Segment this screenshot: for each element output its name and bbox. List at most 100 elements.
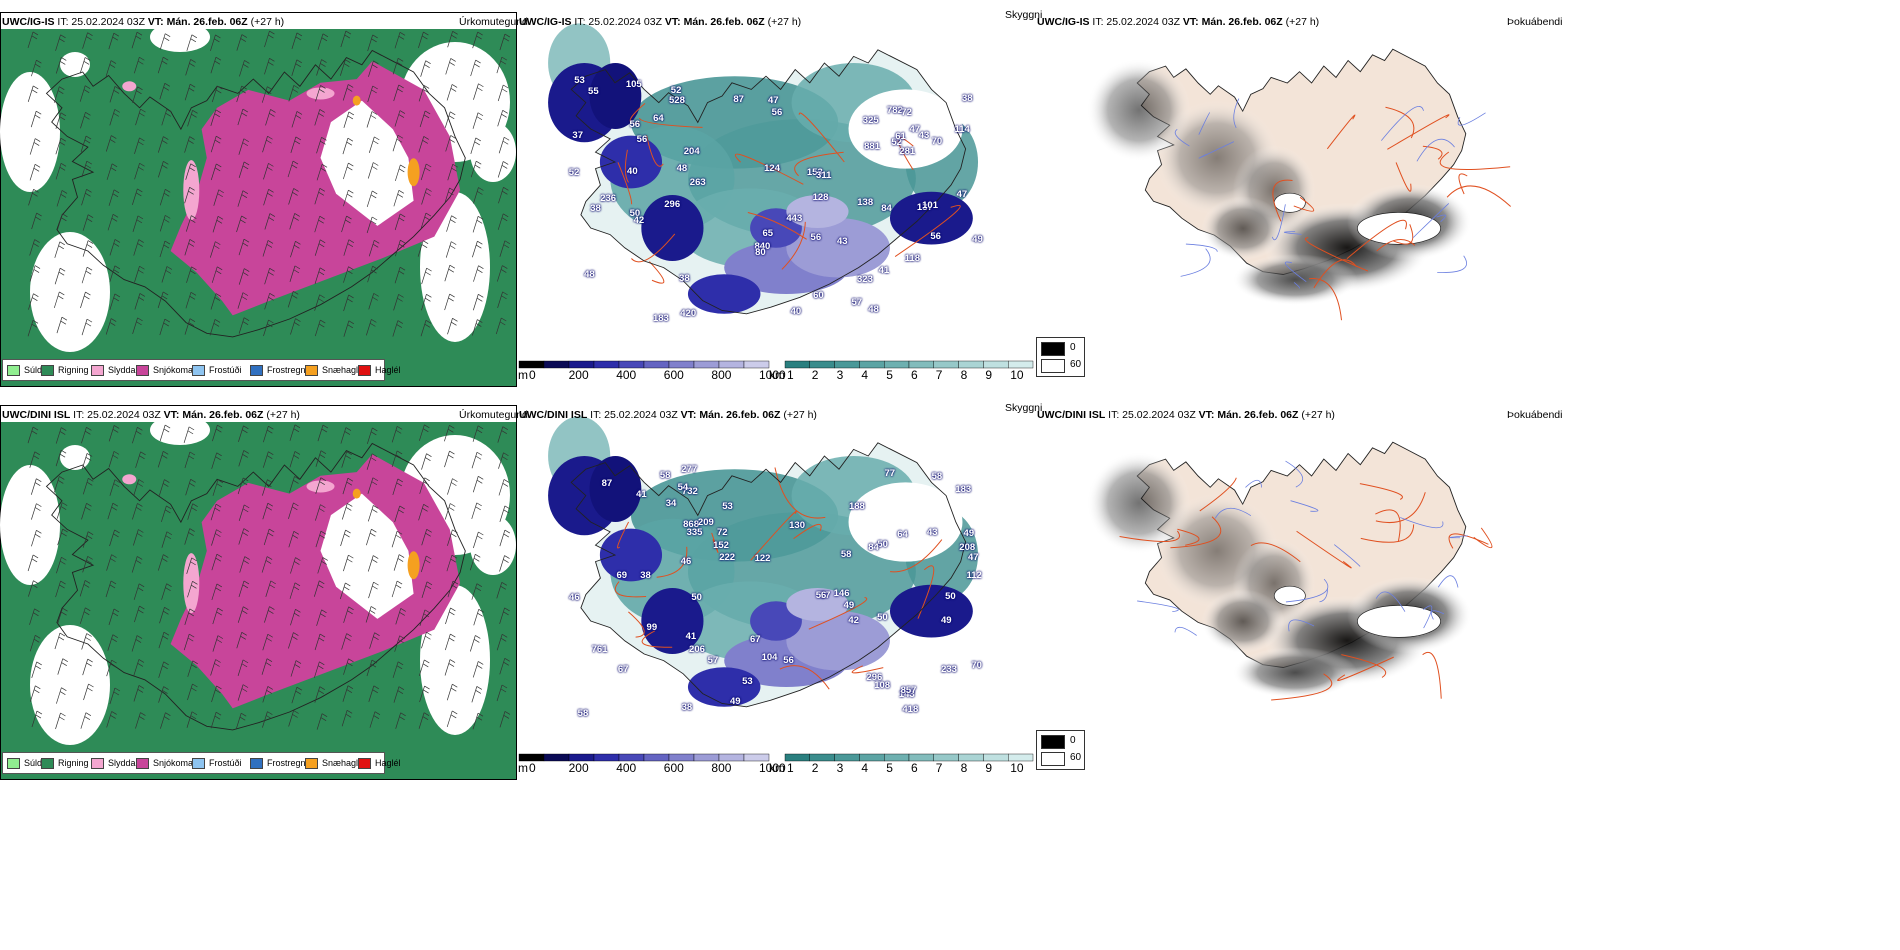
fog-legend-label: 0 <box>1070 342 1076 353</box>
visibility-km-tick: 7 <box>935 368 943 382</box>
visibility-value-label: 40 <box>790 306 802 318</box>
road-network <box>617 102 961 284</box>
legend-swatch <box>250 758 263 770</box>
visibility-value-label: 118 <box>904 253 920 265</box>
visibility-value-label: 124 <box>764 162 780 174</box>
visibility-value-label: 143 <box>898 688 915 700</box>
visibility-m-unit: m <box>518 368 528 382</box>
visibility-m-tick: 400 <box>616 761 637 775</box>
legend-label: Frostregn <box>267 758 306 768</box>
visibility-value-label: 122 <box>754 552 771 564</box>
model-name: UWC/IG-IS <box>1037 16 1090 28</box>
visibility-value-label: 281 <box>899 146 916 158</box>
visibility-value-label: 188 <box>848 500 865 512</box>
visibility-value-label: 50 <box>945 590 956 602</box>
valid-time: VT: Mán. 26.feb. 06Z <box>1198 409 1299 421</box>
visibility-km-tick: 3 <box>836 368 844 382</box>
visibility-m-unit: m <box>518 761 528 775</box>
legend-item-0: Súld <box>7 365 43 377</box>
visibility-value-label: 420 <box>680 307 697 319</box>
visibility-value-label: 56 <box>930 231 941 243</box>
visibility-value-label: 58 <box>840 548 852 560</box>
visibility-value-label: 263 <box>689 176 706 188</box>
legend-item-7: Haglél <box>358 365 401 377</box>
visibility-value-label: 87 <box>733 94 744 106</box>
init-time: IT: 25.02.2024 03Z <box>70 409 164 421</box>
valid-time: VT: Mán. 26.feb. 06Z <box>147 16 248 28</box>
visibility-value-label: 114 <box>954 123 970 135</box>
legend-swatch <box>41 365 54 377</box>
visibility-label: Skyggni <box>1005 402 1043 414</box>
legend-label: Haglél <box>375 365 401 375</box>
visibility-km-tick: 4 <box>861 368 869 382</box>
visibility-value-label: 296 <box>664 199 681 211</box>
legend-swatch <box>91 365 104 377</box>
visibility-value-label: 183 <box>652 313 669 325</box>
precip-type-label: Úrkomutegund <box>459 16 528 28</box>
visibility-value-label: 48 <box>868 304 879 316</box>
legend-item-5: Frostregn <box>250 758 306 770</box>
visibility-value-label: 204 <box>683 146 700 158</box>
visibility-map: 52 48 56 105 48 50 47 42 53 56 52 41 443 420 528 881 782… <box>517 9 1042 387</box>
visibility-value-label: 50 <box>691 591 702 603</box>
legend-label: Snjókoma <box>153 365 194 375</box>
fog-legend-label: 0 <box>1070 735 1076 746</box>
visibility-km-tick: 9 <box>985 368 993 382</box>
visibility-m-colorbar <box>518 753 770 762</box>
precip-type-map: Súld Rigning Slydda Snjókoma Frostúði Frostre… <box>0 405 528 780</box>
legend-label: Frostúði <box>209 758 242 768</box>
visibility-value-label: 325 <box>862 114 879 126</box>
init-time: IT: 25.02.2024 03Z <box>571 16 665 28</box>
visibility-m-tick: 200 <box>568 368 589 382</box>
visibility-value-label: 70 <box>971 659 982 671</box>
visibility-value-label: 104 <box>761 652 778 664</box>
model-name: UWC/IG-IS <box>519 16 572 28</box>
fog-legend-label: 60 <box>1070 359 1082 370</box>
visibility-value-label: 42 <box>633 215 645 227</box>
visibility-value-label: 38 <box>640 570 651 582</box>
visibility-value-label: 130 <box>789 519 805 531</box>
visibility-m-tick: 1000 <box>759 368 786 382</box>
visibility-value-label: 209 <box>697 516 714 528</box>
legend-swatch <box>136 758 149 770</box>
legend-item-4: Frostúði <box>192 758 242 770</box>
visibility-value-label: 49 <box>940 615 952 627</box>
visibility-m-tick: 0 <box>529 761 536 775</box>
visibility-m-tick: 800 <box>711 761 732 775</box>
visibility-value-label: 56 <box>629 119 641 131</box>
legend-item-4: Frostúði <box>192 365 242 377</box>
visibility-km-tick: 10 <box>1010 761 1024 775</box>
visibility-value-label: 47 <box>956 188 968 200</box>
visibility-value-label: 57 <box>851 297 863 309</box>
visibility-m-shading <box>548 63 973 314</box>
legend-swatch <box>192 758 205 770</box>
visibility-label: Skyggni <box>1005 9 1043 21</box>
visibility-value-label: 57 <box>707 654 719 666</box>
visibility-km-shading <box>548 416 979 661</box>
visibility-value-label: 49 <box>972 234 983 246</box>
visibility-value-label: 208 <box>959 542 976 553</box>
visibility-value-label: 55 <box>588 85 599 97</box>
visibility-value-label: 128 <box>812 192 829 204</box>
visibility-km-tick: 8 <box>960 761 968 775</box>
river-network <box>1137 460 1468 636</box>
visibility-value-label: 56 <box>636 133 648 145</box>
legend-item-5: Frostregn <box>250 365 306 377</box>
visibility-value-label: 323 <box>857 273 873 285</box>
legend-label: Súld <box>24 365 43 375</box>
visibility-m-tick: 800 <box>711 368 732 382</box>
visibility-value-label: 233 <box>941 663 957 675</box>
legend-label: Frostúði <box>209 365 242 375</box>
legend-item-7: Haglél <box>358 758 401 770</box>
map-title: UWC/DINI ISL IT: 25.02.2024 03Z VT: Mán.… <box>519 409 817 421</box>
model-name: UWC/DINI ISL <box>1037 409 1106 421</box>
visibility-km-tick: 8 <box>960 368 968 382</box>
valid-time: VT: Mán. 26.feb. 06Z <box>163 409 264 421</box>
visibility-value-label: 146 <box>833 587 850 599</box>
fog-indicator-label: Þokuábendi <box>1507 409 1563 421</box>
visibility-value-label: 41 <box>685 630 697 642</box>
visibility-value-label: 80 <box>755 246 766 258</box>
visibility-value-label: 152 <box>713 540 729 552</box>
visibility-km-tick: 9 <box>985 761 993 775</box>
visibility-value-label: 48 <box>584 268 595 280</box>
